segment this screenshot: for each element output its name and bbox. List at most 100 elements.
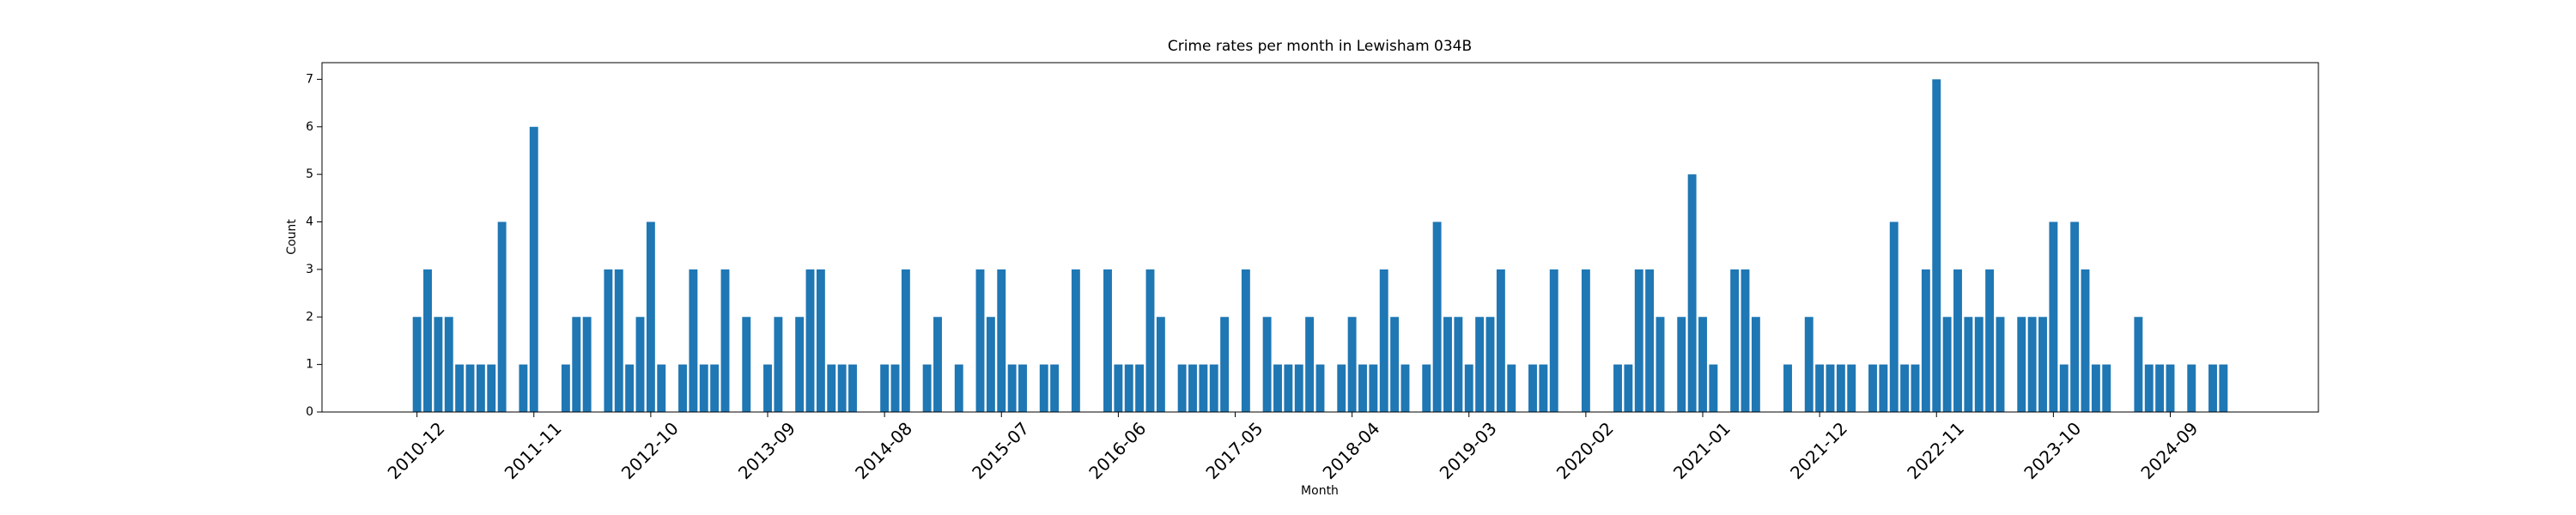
- bar: [1209, 364, 1218, 412]
- bar: [1974, 317, 1984, 412]
- bar: [2144, 364, 2154, 412]
- bar: [1464, 364, 1473, 412]
- bar: [689, 269, 698, 412]
- bar: [1645, 269, 1655, 412]
- bar: [1177, 364, 1187, 412]
- bar: [2070, 221, 2080, 412]
- bar: [1539, 364, 1548, 412]
- bar: [1741, 269, 1750, 412]
- bar: [1624, 364, 1633, 412]
- bar: [1549, 269, 1558, 412]
- bar: [519, 364, 528, 412]
- bar: [1103, 269, 1112, 412]
- bar: [1262, 317, 1272, 412]
- bar: [1868, 364, 1877, 412]
- bar: [423, 269, 432, 412]
- bar: [614, 269, 623, 412]
- bar: [1783, 364, 1792, 412]
- bar: [1826, 364, 1835, 412]
- bar: [933, 317, 942, 412]
- bar: [1390, 317, 1400, 412]
- bar: [2219, 364, 2228, 412]
- bar: [1634, 269, 1643, 412]
- bar: [763, 364, 772, 412]
- bar: [412, 317, 422, 412]
- bar: [434, 317, 443, 412]
- bar: [1921, 269, 1930, 412]
- bar: [1475, 317, 1485, 412]
- bar: [1124, 364, 1133, 412]
- bar: [774, 317, 783, 412]
- bar: [1315, 364, 1325, 412]
- bar: [2038, 317, 2047, 412]
- bar: [1135, 364, 1145, 412]
- bar: [2134, 317, 2143, 412]
- y-axis-label: Count: [285, 219, 299, 255]
- bar: [561, 364, 570, 412]
- bar: [1687, 174, 1697, 412]
- bar: [678, 364, 687, 412]
- bar: [837, 364, 847, 412]
- bar: [1709, 364, 1718, 412]
- bar: [1443, 317, 1452, 412]
- bar: [2091, 364, 2100, 412]
- bar: [1220, 317, 1230, 412]
- bar: [1188, 364, 1197, 412]
- bar: [572, 317, 581, 412]
- y-tick-label: 1: [306, 358, 313, 372]
- bar: [1932, 79, 1941, 412]
- bar: [444, 317, 453, 412]
- bar: [1454, 317, 1463, 412]
- bar: [582, 317, 592, 412]
- bar: [1985, 269, 1995, 412]
- y-tick-label: 0: [306, 405, 313, 419]
- bar: [1953, 269, 1962, 412]
- bar: [890, 364, 900, 412]
- bar: [1900, 364, 1910, 412]
- bar: [1581, 269, 1590, 412]
- bar: [1847, 364, 1856, 412]
- bar: [1199, 364, 1208, 412]
- bar: [465, 364, 475, 412]
- plot-frame: [321, 62, 2319, 413]
- bar: [827, 364, 836, 412]
- y-tick-label: 4: [306, 215, 313, 229]
- bar: [1114, 364, 1123, 412]
- bar: [1942, 317, 1952, 412]
- bar: [2017, 317, 2026, 412]
- bar: [1432, 221, 1442, 412]
- bar: [1964, 317, 1973, 412]
- bar: [848, 364, 857, 412]
- bar: [1879, 364, 1888, 412]
- bar: [646, 221, 655, 412]
- bar: [901, 269, 910, 412]
- bar: [1369, 364, 1378, 412]
- bar: [1507, 364, 1516, 412]
- bar: [1018, 364, 1027, 412]
- bar: [2208, 364, 2217, 412]
- chart-title: Crime rates per month in Lewisham 034B: [1168, 38, 1472, 55]
- bar: [1422, 364, 1431, 412]
- bar: [497, 221, 507, 412]
- bar: [1273, 364, 1282, 412]
- bar: [720, 269, 730, 412]
- bar: [816, 269, 825, 412]
- bar: [2081, 269, 2090, 412]
- bar: [1656, 317, 1665, 412]
- bar: [1241, 269, 1250, 412]
- bar: [2027, 317, 2037, 412]
- bar: [922, 364, 932, 412]
- bar: [1337, 364, 1346, 412]
- bar: [1815, 364, 1825, 412]
- y-tick-label: 2: [306, 310, 313, 324]
- bar: [1071, 269, 1080, 412]
- bar: [2187, 364, 2196, 412]
- bar: [880, 364, 890, 412]
- bar: [954, 364, 963, 412]
- bar: [1485, 317, 1495, 412]
- bar: [986, 317, 995, 412]
- bar: [1804, 317, 1814, 412]
- bar: [1347, 317, 1357, 412]
- bar: [2155, 364, 2165, 412]
- bar: [1294, 364, 1303, 412]
